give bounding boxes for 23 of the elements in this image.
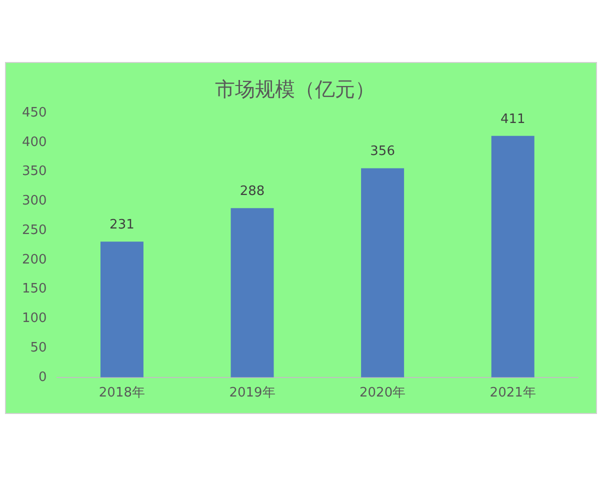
- x-tick-label: 2021年: [490, 386, 536, 401]
- y-tick-label: 300: [22, 194, 47, 209]
- y-tick-label: 350: [22, 164, 47, 180]
- y-tick-label: 50: [30, 340, 47, 356]
- y-tick-label: 250: [22, 222, 47, 238]
- chart-title: 市场规模（亿元）: [215, 77, 375, 102]
- y-tick-label: 0: [38, 370, 47, 385]
- y-tick-label: 450: [22, 105, 47, 120]
- bar: [361, 168, 404, 378]
- x-tick-label: 2020年: [360, 386, 406, 401]
- data-label: 356: [370, 144, 395, 160]
- x-tick-label: 2018年: [98, 386, 146, 401]
- y-tick-label: 400: [22, 134, 47, 150]
- x-tick-label: 2019年: [229, 386, 276, 401]
- data-label: 288: [240, 184, 265, 200]
- bar: [491, 136, 534, 378]
- y-tick-label: 100: [22, 311, 47, 326]
- bar: [100, 242, 144, 378]
- data-label: 231: [110, 218, 134, 233]
- bar: [230, 208, 274, 378]
- y-tick-label: 150: [22, 282, 47, 297]
- y-tick-label: 200: [22, 252, 47, 268]
- data-label: 411: [500, 112, 526, 127]
